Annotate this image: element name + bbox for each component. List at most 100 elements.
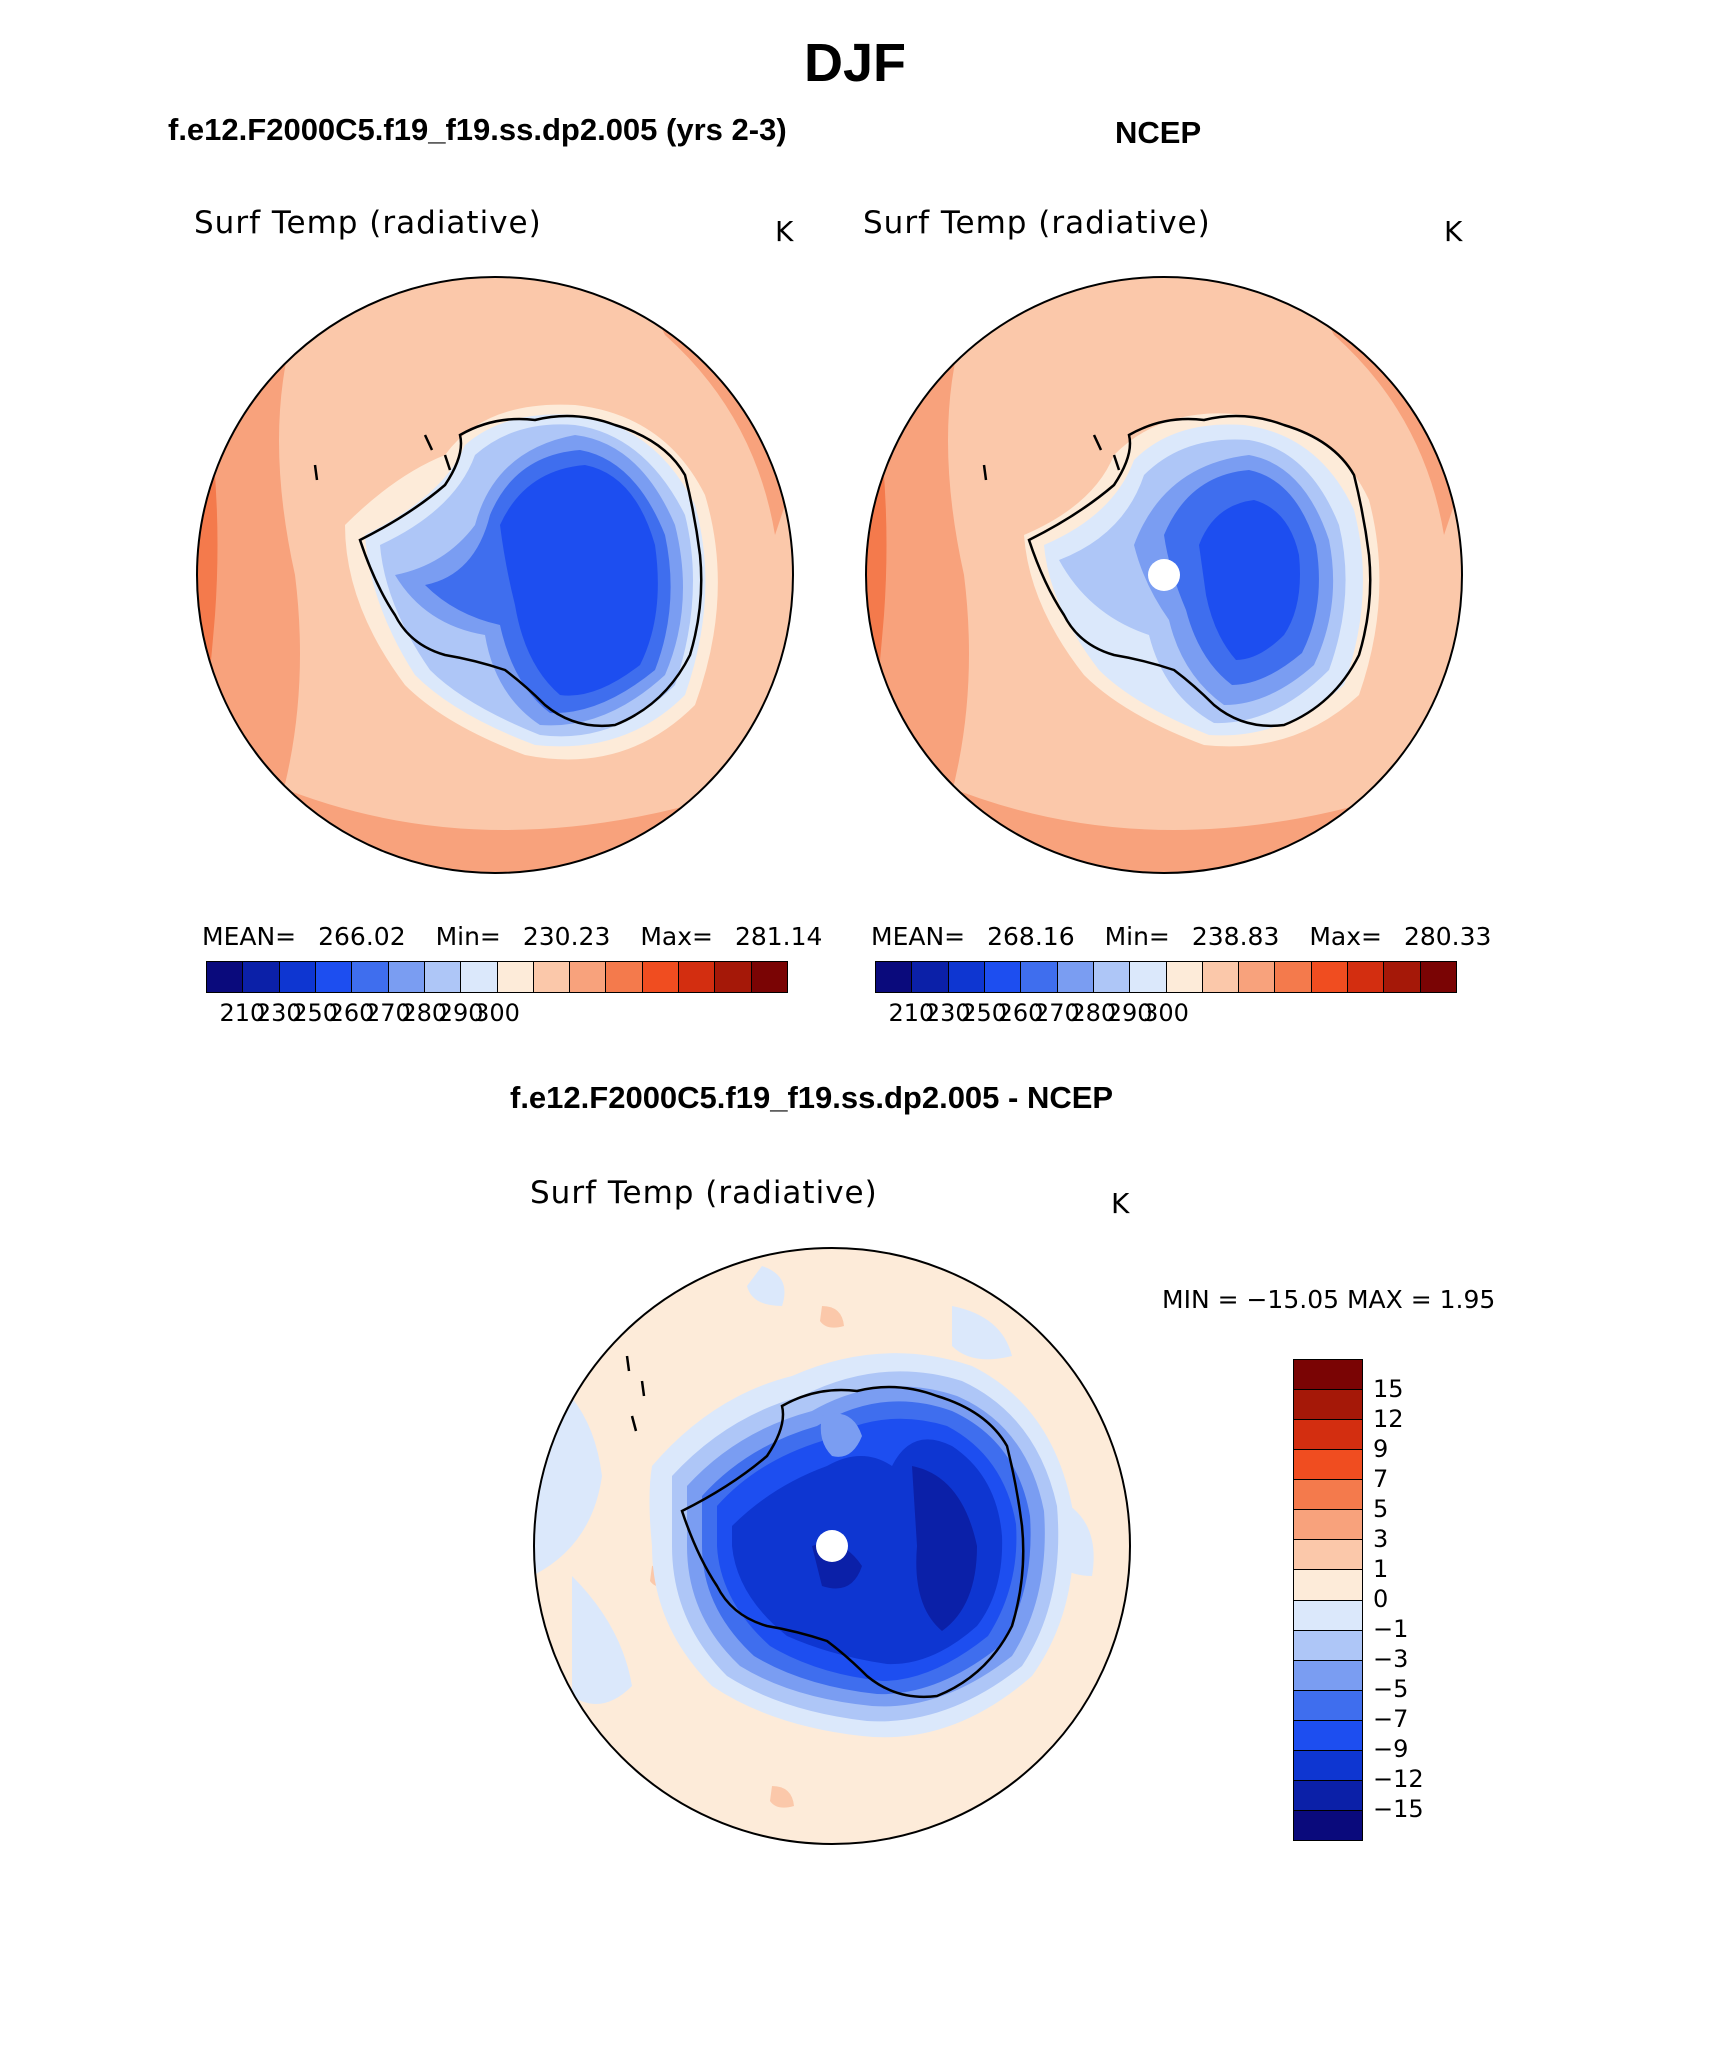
colorbar-box [1275, 962, 1312, 992]
colorbar-box [1311, 962, 1349, 992]
panel3-colorbar-boxes [1293, 1359, 1363, 1841]
colorbar-tick-label: 260 [328, 999, 375, 1027]
panel2-max: 280.33 [1403, 922, 1492, 951]
panel1-max-label: Max= [640, 922, 713, 951]
colorbar-box [207, 962, 244, 992]
colorbar-tick-label: 280 [401, 999, 448, 1027]
diff-title: f.e12.F2000C5.f19_f19.ss.dp2.005 - NCEP [510, 1080, 1114, 1115]
colorbar-box [461, 962, 498, 992]
colorbar-box [243, 962, 280, 992]
panel2-colorbar-ticks: 210 230 250 260 270 280 290 300 [875, 993, 1457, 1027]
panel3-colorbar-ticks: 15 12 9 7 5 3 1 0 −1 −3 −5 −7 −9 −12 −15 [1373, 1359, 1453, 1839]
colorbar-box [1420, 962, 1456, 992]
colorbar-tick-label: 250 [961, 999, 1008, 1027]
colorbar-box [1294, 1720, 1362, 1751]
colorbar-tick-label: 290 [437, 999, 484, 1027]
colorbar-box [1294, 1360, 1362, 1391]
colorbar-box [1294, 1420, 1362, 1451]
panel1-colorbar-ticks: 210 230 250 260 270 280 290 300 [206, 993, 788, 1027]
colorbar-box [315, 962, 353, 992]
season-title: DJF [803, 33, 906, 93]
colorbar-tick-label: 260 [997, 999, 1044, 1027]
panel1-min-label: Min= [435, 922, 501, 951]
colorbar-box [1021, 962, 1058, 992]
colorbar-box [1294, 1540, 1362, 1571]
panel2-map [865, 276, 1463, 874]
colorbar-box [948, 962, 985, 992]
panel1-mean: 266.02 [318, 922, 406, 951]
obs-title: NCEP [1115, 115, 1202, 150]
colorbar-box [1294, 1480, 1362, 1511]
panel2-max-label: Max= [1309, 922, 1382, 951]
colorbar-box [1294, 1570, 1362, 1601]
colorbar-tick-label: 300 [1143, 999, 1189, 1027]
colorbar-box [533, 962, 571, 992]
panel1-units: K [775, 215, 794, 248]
panel2-colorbar-boxes [875, 961, 1457, 993]
case-title: f.e12.F2000C5.f19_f19.ss.dp2.005 (yrs 2-… [168, 112, 787, 147]
colorbar-box [642, 962, 680, 992]
panel1-colorbar-boxes [206, 961, 788, 993]
colorbar-box [1384, 962, 1421, 992]
colorbar-box [1202, 962, 1240, 992]
colorbar-box [1294, 1780, 1362, 1811]
colorbar-box [912, 962, 949, 992]
colorbar-tick-label: −12 [1373, 1765, 1424, 1793]
colorbar-tick-label: −5 [1373, 1675, 1409, 1703]
colorbar-box [1093, 962, 1131, 992]
colorbar-tick-label: 15 [1373, 1375, 1404, 1403]
panel3-colorbar: 15 12 9 7 5 3 1 0 −1 −3 −5 −7 −9 −12 −15 [1293, 1359, 1424, 1841]
colorbar-tick-label: 250 [292, 999, 339, 1027]
colorbar-box [876, 962, 913, 992]
panel1-min: 230.23 [522, 922, 611, 951]
panel2-min: 238.83 [1191, 922, 1280, 951]
panel1-mean-label: MEAN= [202, 922, 297, 951]
colorbar-box [279, 962, 316, 992]
colorbar-tick-label: 1 [1373, 1555, 1389, 1583]
colorbar-tick-label: 3 [1373, 1525, 1389, 1553]
colorbar-tick-label: 270 [1033, 999, 1080, 1027]
colorbar-box [1294, 1600, 1362, 1631]
colorbar-box [1348, 962, 1385, 992]
colorbar-tick-label: 7 [1373, 1465, 1389, 1493]
colorbar-tick-label: −1 [1373, 1615, 1409, 1643]
panel3-minmax: MIN = −15.05 MAX = 1.95 [1162, 1285, 1496, 1314]
colorbar-box [679, 962, 716, 992]
colorbar-box [1166, 962, 1203, 992]
colorbar-tick-label: 230 [924, 999, 971, 1027]
colorbar-tick-label: −15 [1373, 1795, 1424, 1823]
colorbar-tick-label: −3 [1373, 1645, 1409, 1673]
panel1-max: 281.14 [734, 922, 823, 951]
colorbar-box [497, 962, 534, 992]
colorbar-tick-label: 12 [1373, 1405, 1404, 1433]
colorbar-tick-label: 9 [1373, 1435, 1389, 1463]
panel3-plot-title: Surf Temp (radiative) [530, 1175, 878, 1211]
colorbar-box [1294, 1750, 1362, 1781]
colorbar-tick-label: 5 [1373, 1495, 1389, 1523]
panel2-units: K [1444, 215, 1463, 248]
panel2-mean-label: MEAN= [871, 922, 966, 951]
panel2-min-label: Min= [1104, 922, 1170, 951]
colorbar-box [1057, 962, 1094, 992]
colorbar-box [1294, 1390, 1362, 1421]
colorbar-tick-label: 270 [364, 999, 411, 1027]
colorbar-box [1294, 1690, 1362, 1721]
colorbar-box [352, 962, 389, 992]
colorbar-tick-label: 230 [255, 999, 302, 1027]
colorbar-box [1239, 962, 1276, 992]
colorbar-box [606, 962, 643, 992]
colorbar-tick-label: 210 [219, 999, 266, 1027]
colorbar-box [1294, 1810, 1362, 1840]
colorbar-box [1294, 1660, 1362, 1691]
panel2-mean: 268.16 [987, 922, 1075, 951]
panel1-plot-title: Surf Temp (radiative) [194, 205, 542, 241]
colorbar-box [1294, 1630, 1362, 1661]
colorbar-tick-label: 280 [1070, 999, 1117, 1027]
colorbar-box [1294, 1450, 1362, 1481]
colorbar-tick-label: 290 [1106, 999, 1153, 1027]
panel3-map [533, 1247, 1131, 1845]
panel3-units: K [1111, 1187, 1130, 1220]
panel2-stats: MEAN= 268.16 Min= 238.83 Max= 280.33 [871, 922, 1513, 951]
colorbar-box [1130, 962, 1167, 992]
panel1-stats: MEAN= 266.02 Min= 230.23 Max= 281.14 [202, 922, 844, 951]
